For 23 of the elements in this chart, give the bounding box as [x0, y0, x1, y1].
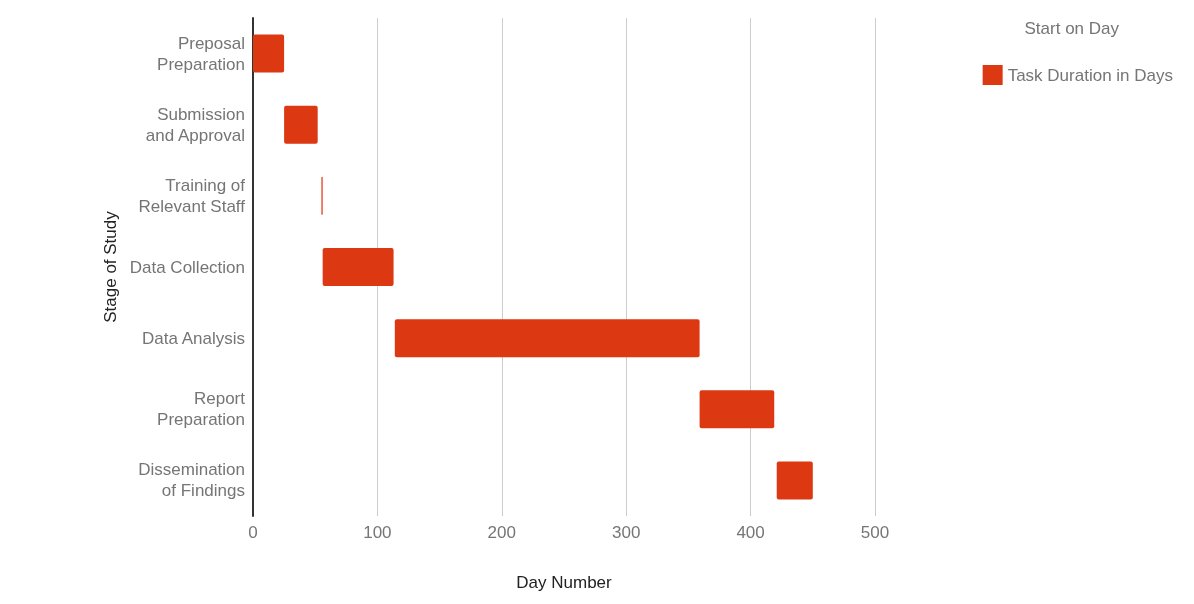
- y-tick-label: Submission and Approval: [145, 104, 245, 145]
- x-axis-title: Day Number: [516, 573, 613, 592]
- bar: [284, 105, 318, 144]
- legend-title: Start on Day: [1024, 19, 1120, 38]
- y-tick-label: Training of Relevant Staff: [138, 175, 246, 216]
- bar: [699, 390, 775, 429]
- y-axis-title: Stage of Study: [100, 210, 120, 323]
- bar: [253, 34, 285, 73]
- x-tick-label: 200: [487, 523, 516, 542]
- x-tick-label: 500: [860, 523, 890, 542]
- y-tick-label: Preposal Preparation: [157, 33, 245, 74]
- y-tick-label: Report Preparation: [157, 389, 246, 430]
- y-tick-label: Dissemination of Findings: [138, 460, 245, 501]
- bar: [322, 248, 394, 286]
- x-tick-label: 0: [248, 523, 258, 542]
- legend-label: Task Duration in Days: [1007, 65, 1173, 85]
- bar: [776, 461, 813, 500]
- bar: [394, 319, 700, 358]
- x-tick-label: 400: [736, 523, 765, 542]
- y-tick-label: Data Collection: [129, 257, 245, 277]
- x-tick-label: 100: [363, 523, 392, 542]
- y-tick-label: Data Analysis: [142, 328, 245, 348]
- x-tick-label: 300: [612, 523, 641, 542]
